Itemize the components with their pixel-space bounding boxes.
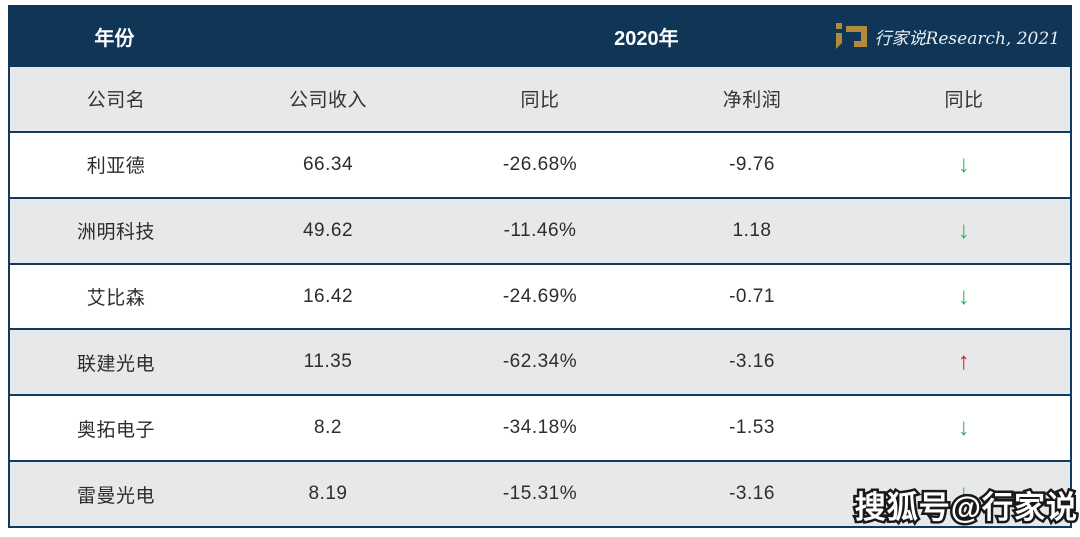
column-header-company: 公司名 (86, 90, 146, 112)
cell-net-profit: -1.53 (729, 417, 775, 439)
table-row: 艾比森 16.42 -24.69% -0.71 ↓ (10, 262, 1070, 329)
column-header-row: 公司名 公司收入 同比 净利润 同比 (10, 67, 1070, 131)
brand-text: 行家说Research, 2021 (874, 28, 1060, 49)
cell-revenue-yoy: -24.69% (502, 285, 578, 307)
year-value: 2020年 (614, 27, 679, 50)
cell-revenue: 66.34 (302, 153, 354, 175)
column-header-profit-yoy: 同比 (944, 90, 984, 112)
trend-down-arrow-icon: ↓ (957, 150, 971, 178)
cell-revenue: 8.19 (308, 483, 348, 505)
cell-revenue-yoy: -26.68% (502, 153, 578, 175)
cell-net-profit: -3.16 (729, 483, 775, 505)
trend-up-arrow-icon: ↑ (957, 348, 971, 376)
title-band: 年份 2020年 行家说Research, 2021 (8, 5, 1072, 67)
cell-company: 奥拓电子 (76, 419, 155, 441)
trend-down-arrow-icon: ↓ (957, 480, 971, 508)
cell-company: 雷曼光电 (76, 485, 155, 507)
cell-company: 联建光电 (76, 353, 155, 375)
column-header-revenue-yoy: 同比 (520, 90, 560, 112)
cell-revenue: 8.2 (314, 417, 342, 439)
trend-down-arrow-icon: ↓ (957, 414, 971, 442)
cell-revenue-yoy: -15.31% (502, 483, 578, 505)
cell-revenue: 49.62 (302, 219, 354, 241)
cell-revenue-yoy: -62.34% (502, 351, 578, 373)
table-row: 洲明科技 49.62 -11.46% 1.18 ↓ (10, 196, 1070, 263)
cell-revenue: 16.42 (302, 285, 354, 307)
hangjiashuo-door-logo-icon (835, 22, 867, 50)
sohu-watermark: 搜狐号@行家说 (852, 488, 1079, 528)
table-row: 利亚德 66.34 -26.68% -9.76 ↓ (10, 130, 1070, 197)
data-grid: 公司名 公司收入 同比 净利润 同比 利亚德 66.34 -26.68% -9.76 ↓… (8, 67, 1072, 528)
brand-logo: 行家说Research, 2021 (835, 5, 1060, 67)
cell-company: 洲明科技 (76, 222, 155, 244)
table-row: 雷曼光电 8.19 -15.31% -3.16 ↓ (10, 460, 1070, 527)
year-column-label: 年份 (94, 27, 135, 50)
table-row: 联建光电 11.35 -62.34% -3.16 ↑ (10, 328, 1070, 395)
cell-revenue-yoy: -11.46% (503, 219, 577, 241)
cell-revenue: 11.35 (303, 351, 353, 373)
cell-net-profit: -9.76 (729, 153, 775, 175)
report-table: 年份 2020年 行家说Research, 2021 公司名 公司收入 同比 净… (8, 5, 1072, 528)
cell-company: 艾比森 (86, 288, 146, 309)
cell-net-profit: -3.16 (729, 351, 775, 373)
cell-net-profit: 1.18 (732, 219, 772, 241)
trend-down-arrow-icon: ↓ (957, 282, 971, 310)
column-header-net-profit: 净利润 (722, 90, 782, 112)
column-header-revenue: 公司收入 (288, 90, 367, 112)
cell-revenue-yoy: -34.18% (502, 417, 578, 439)
trend-down-arrow-icon: ↓ (957, 216, 971, 244)
table-row: 奥拓电子 8.2 -34.18% -1.53 ↓ (10, 394, 1070, 461)
cell-net-profit: -0.71 (729, 285, 775, 307)
cell-company: 利亚德 (86, 156, 146, 178)
